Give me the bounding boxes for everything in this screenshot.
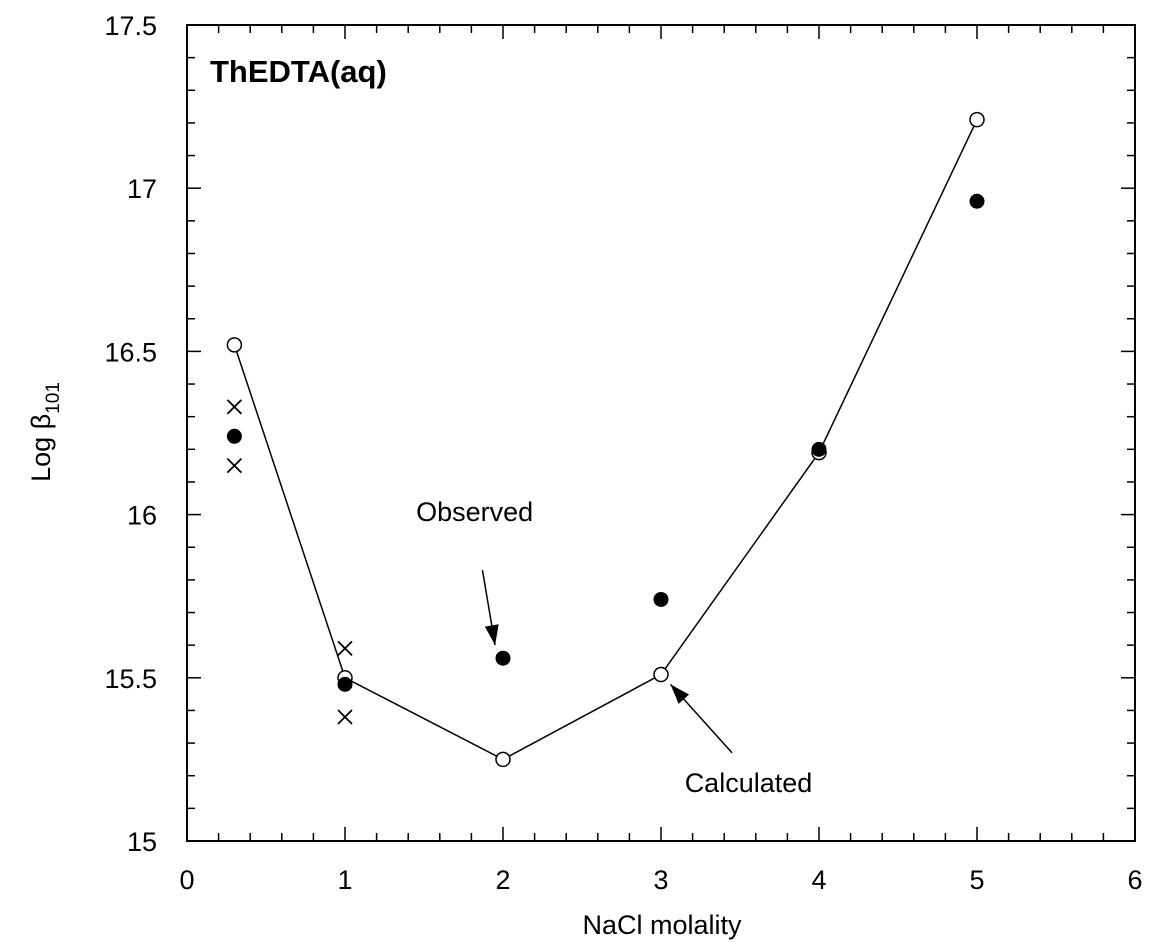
calculated-point [653,666,669,683]
y-tick-label: 17 [127,174,157,204]
x-tick-label: 6 [1127,865,1142,895]
calculated-line [233,119,978,761]
x-tick-label: 5 [969,865,984,895]
observed-point [653,591,669,607]
cross-stroke [226,458,243,474]
series-layer [226,111,985,768]
x-tick-label: 0 [179,865,194,895]
observed-point [495,650,511,666]
calculated-point [226,337,243,353]
cross-point [226,458,243,474]
calculated-point [969,111,985,128]
y-axis-title-main: Log β [26,414,56,482]
cross-stroke [337,640,353,657]
tick-labels: 0 1 2 3 4 5 6 15 15.5 16 16.5 17 17.5 [104,11,1142,895]
cross-point [337,640,353,657]
cross-point [226,399,243,415]
chart-title: ThEDTA(aq) [210,54,387,89]
observed-point [226,428,242,444]
annotation-arrow-head [484,624,499,646]
annotation-label: Calculated [685,768,813,798]
cross-stroke [337,709,353,725]
y-axis-title-sub: 101 [43,382,64,414]
observed-point [969,193,985,209]
y-tick-label: 16 [127,501,157,531]
observed-point [337,676,353,692]
axes [186,24,1136,842]
x-tick-label: 3 [653,865,668,895]
x-tick-label: 4 [811,865,826,895]
annotation-layer: Observed Calculated [416,497,812,798]
y-tick-label: 15.5 [104,664,157,694]
calculated-point [495,751,511,768]
plot-frame [186,24,1136,842]
y-tick-label: 15 [127,827,157,857]
x-tick-label: 2 [495,865,510,895]
x-tick-label: 1 [337,865,352,895]
observed-point [811,441,827,457]
y-tick-label: 17.5 [104,11,157,41]
y-tick-label: 16.5 [104,337,157,367]
x-axis-title: NaCl molality [582,910,742,940]
tick-marks [186,24,1136,842]
y-axis-title: Log β101 [26,382,64,482]
annotation-arrow-head [670,684,690,704]
cross-point [337,709,353,725]
cross-stroke [226,399,243,415]
annotation-label: Observed [416,497,533,527]
